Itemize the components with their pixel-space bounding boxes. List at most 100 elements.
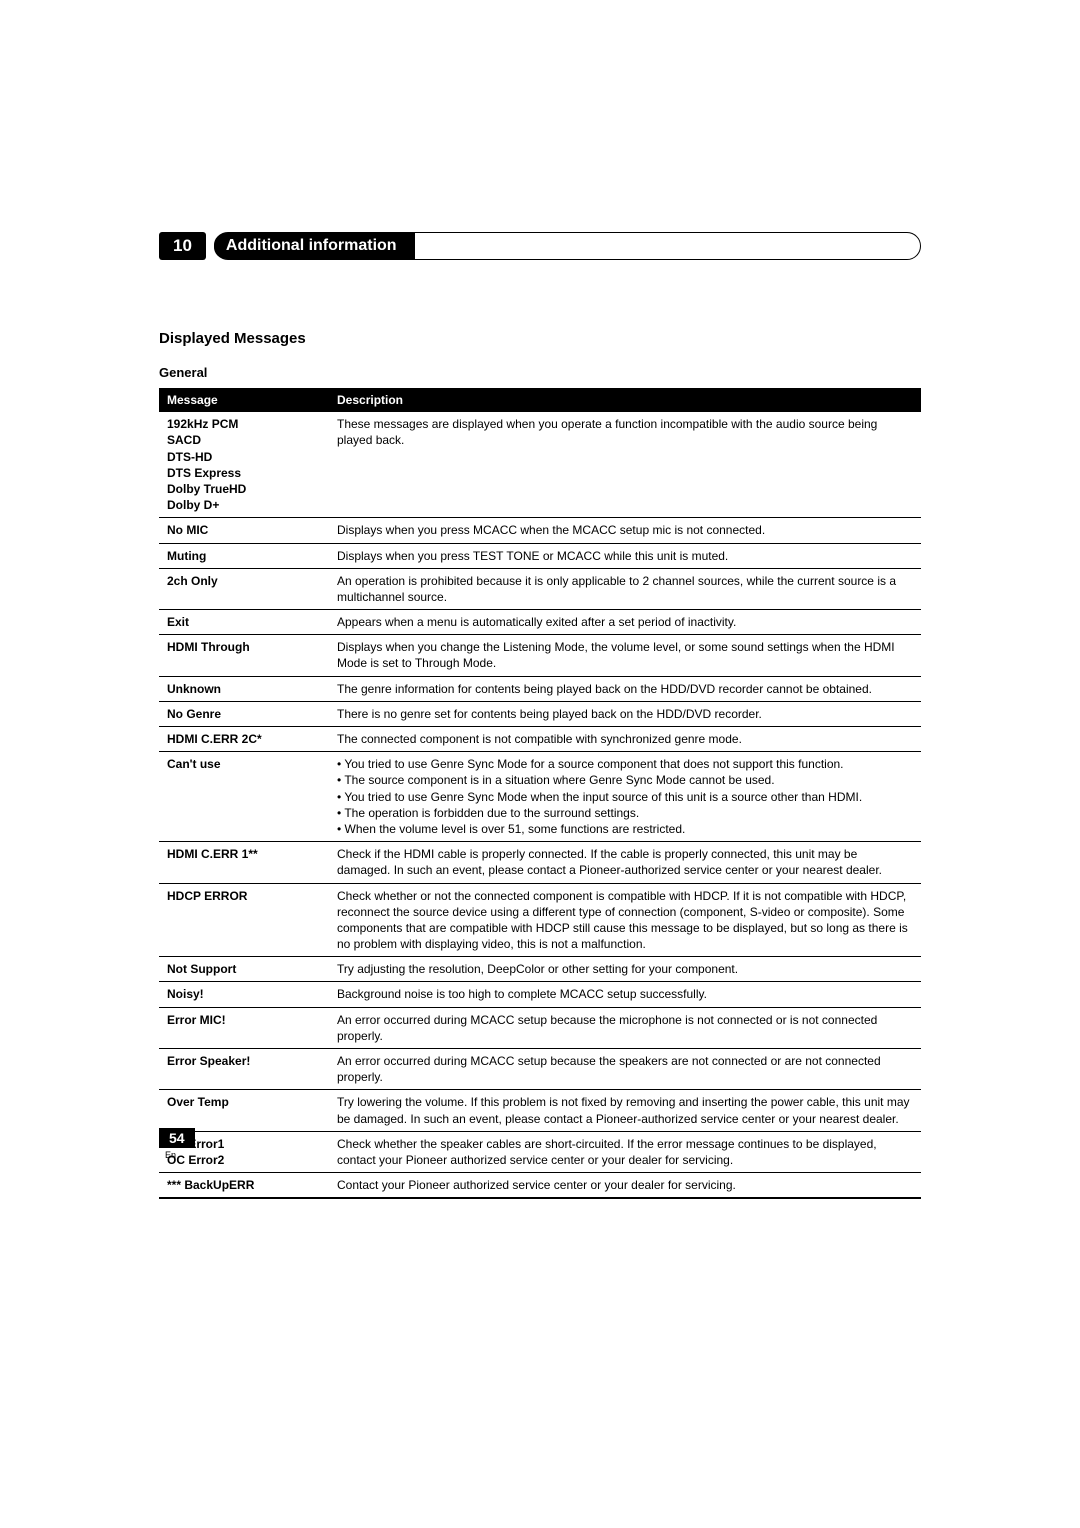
message-cell: 2ch Only xyxy=(159,568,329,609)
description-cell: Check whether the speaker cables are sho… xyxy=(329,1131,921,1172)
message-line: No MIC xyxy=(167,522,321,538)
description-cell: These messages are displayed when you op… xyxy=(329,412,921,518)
table-row: Over Temp Try lowering the volume. If thi… xyxy=(159,1090,921,1131)
section-title: Displayed Messages xyxy=(159,330,921,347)
message-cell: Exit xyxy=(159,610,329,635)
chapter-number-badge: 10 xyxy=(159,232,206,260)
message-cell: 192kHz PCMSACDDTS-HDDTS ExpressDolby Tru… xyxy=(159,412,329,518)
message-line: Error MIC! xyxy=(167,1012,321,1028)
table-row: UnknownThe genre information for content… xyxy=(159,676,921,701)
page-language: En xyxy=(159,1150,195,1160)
description-line: • You tried to use Genre Sync Mode for a… xyxy=(337,756,913,772)
table-row: Noisy! Background noise is too high to co… xyxy=(159,982,921,1007)
page-footer: 54 En xyxy=(159,1128,195,1160)
table-row: HDMI C.ERR 1** Check if the HDMI cable is… xyxy=(159,842,921,883)
description-cell: Check whether or not the connected compo… xyxy=(329,883,921,957)
message-line: No Genre xyxy=(167,706,321,722)
table-row: Error MIC! An error occurred during MCACC… xyxy=(159,1007,921,1048)
table-row: HDMI C.ERR 2C* The connected component is… xyxy=(159,727,921,752)
message-cell: HDMI Through xyxy=(159,635,329,676)
message-line: Muting xyxy=(167,548,321,564)
message-line: HDMI C.ERR 1** xyxy=(167,846,321,862)
description-cell: Background noise is too high to complete… xyxy=(329,982,921,1007)
table-row: Can't use• You tried to use Genre Sync M… xyxy=(159,752,921,842)
message-line: Not Support xyxy=(167,961,321,977)
message-line: Exit xyxy=(167,614,321,630)
message-line: DTS Express xyxy=(167,465,321,481)
message-line: Error Speaker! xyxy=(167,1053,321,1069)
message-line: HDCP ERROR xyxy=(167,888,321,904)
description-line: Appears when a menu is automatically exi… xyxy=(337,614,913,630)
description-cell: Displays when you press MCACC when the M… xyxy=(329,518,921,543)
table-row: No MIC Displays when you press MCACC when… xyxy=(159,518,921,543)
message-line: HDMI C.ERR 2C* xyxy=(167,731,321,747)
message-line: 2ch Only xyxy=(167,573,321,589)
message-cell: Unknown xyxy=(159,676,329,701)
description-cell: The connected component is not compatibl… xyxy=(329,727,921,752)
description-line: These messages are displayed when you op… xyxy=(337,416,913,448)
description-line: Check if the HDMI cable is properly conn… xyxy=(337,846,913,878)
table-row: No Genre There is no genre set for conten… xyxy=(159,701,921,726)
header-message: Message xyxy=(159,388,329,412)
message-cell: *** BackUpERR xyxy=(159,1173,329,1199)
message-line: Noisy! xyxy=(167,986,321,1002)
description-line: Contact your Pioneer authorized service … xyxy=(337,1177,913,1193)
description-line: • The operation is forbidden due to the … xyxy=(337,805,913,821)
description-line: Background noise is too high to complete… xyxy=(337,986,913,1002)
messages-table: Message Description 192kHz PCMSACDDTS-HD… xyxy=(159,388,921,1199)
table-row: Exit Appears when a menu is automatically… xyxy=(159,610,921,635)
message-cell: HDCP ERROR xyxy=(159,883,329,957)
description-cell: Check if the HDMI cable is properly conn… xyxy=(329,842,921,883)
description-cell: An error occurred during MCACC setup bec… xyxy=(329,1007,921,1048)
table-row: HDCP ERROR Check whether or not the conne… xyxy=(159,883,921,957)
description-line: • The source component is in a situation… xyxy=(337,772,913,788)
table-row: 192kHz PCMSACDDTS-HDDTS ExpressDolby Tru… xyxy=(159,412,921,518)
chapter-header: 10 Additional information xyxy=(159,232,921,260)
description-cell: Try adjusting the resolution, DeepColor … xyxy=(329,957,921,982)
message-cell: Over Temp xyxy=(159,1090,329,1131)
description-line: There is no genre set for contents being… xyxy=(337,706,913,722)
description-line: Check whether or not the connected compo… xyxy=(337,888,913,953)
message-cell: HDMI C.ERR 2C* xyxy=(159,727,329,752)
message-cell: Muting xyxy=(159,543,329,568)
page-content: 10 Additional information Displayed Mess… xyxy=(0,0,1080,1199)
header-description: Description xyxy=(329,388,921,412)
message-line: Dolby D+ xyxy=(167,497,321,513)
table-row: 2ch OnlyAn operation is prohibited becau… xyxy=(159,568,921,609)
description-cell: Displays when you change the Listening M… xyxy=(329,635,921,676)
message-line: DTS-HD xyxy=(167,449,321,465)
message-line: 192kHz PCM xyxy=(167,416,321,432)
table-row: *** BackUpERR Contact your Pioneer author… xyxy=(159,1173,921,1199)
description-line: An error occurred during MCACC setup bec… xyxy=(337,1012,913,1044)
description-cell: Appears when a menu is automatically exi… xyxy=(329,610,921,635)
chapter-title-pill: Additional information xyxy=(214,232,921,260)
description-cell: Try lowering the volume. If this problem… xyxy=(329,1090,921,1131)
description-cell: Contact your Pioneer authorized service … xyxy=(329,1173,921,1199)
table-row: OC Error1OC Error2Check whether the spea… xyxy=(159,1131,921,1172)
table-row: HDMI ThroughDisplays when you change the… xyxy=(159,635,921,676)
description-line: Displays when you change the Listening M… xyxy=(337,639,913,671)
page-number: 54 xyxy=(159,1128,195,1148)
description-line: • When the volume level is over 51, some… xyxy=(337,821,913,837)
message-line: Over Temp xyxy=(167,1094,321,1110)
table-row: Error Speaker! An error occurred during M… xyxy=(159,1049,921,1090)
message-cell: Error Speaker! xyxy=(159,1049,329,1090)
table-row: Muting Displays when you press TEST TONE … xyxy=(159,543,921,568)
message-cell: Error MIC! xyxy=(159,1007,329,1048)
message-cell: No Genre xyxy=(159,701,329,726)
description-cell: • You tried to use Genre Sync Mode for a… xyxy=(329,752,921,842)
description-cell: An error occurred during MCACC setup bec… xyxy=(329,1049,921,1090)
message-line: *** BackUpERR xyxy=(167,1177,321,1193)
message-line: Dolby TrueHD xyxy=(167,481,321,497)
table-row: Not Support Try adjusting the resolution,… xyxy=(159,957,921,982)
description-cell: Displays when you press TEST TONE or MCA… xyxy=(329,543,921,568)
description-line: • You tried to use Genre Sync Mode when … xyxy=(337,789,913,805)
description-line: The connected component is not compatibl… xyxy=(337,731,913,747)
description-line: Displays when you press TEST TONE or MCA… xyxy=(337,548,913,564)
description-line: Displays when you press MCACC when the M… xyxy=(337,522,913,538)
description-cell: The genre information for contents being… xyxy=(329,676,921,701)
description-line: An error occurred during MCACC setup bec… xyxy=(337,1053,913,1085)
message-cell: Noisy! xyxy=(159,982,329,1007)
description-line: Try lowering the volume. If this problem… xyxy=(337,1094,913,1126)
description-line: Check whether the speaker cables are sho… xyxy=(337,1136,913,1168)
